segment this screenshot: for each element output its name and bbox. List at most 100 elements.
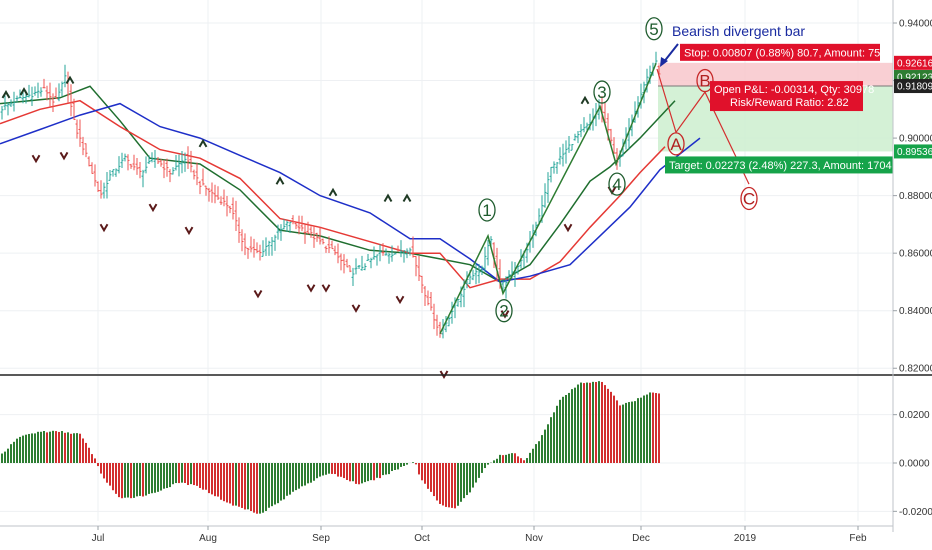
price-bar xyxy=(357,265,361,269)
price-bar xyxy=(9,99,13,107)
price-bar xyxy=(276,224,280,240)
price-bar xyxy=(300,215,304,232)
price-bar xyxy=(144,156,148,174)
price-bar xyxy=(282,219,286,230)
price-bar xyxy=(324,245,328,253)
price-bar xyxy=(396,245,400,252)
price-bar xyxy=(228,205,232,214)
price-bar xyxy=(318,227,322,245)
fractal-down-marker xyxy=(439,370,449,379)
price-bar xyxy=(225,195,229,217)
price-bar xyxy=(558,147,562,165)
wave-label-A: A xyxy=(670,135,682,154)
price-bar xyxy=(573,133,577,141)
price-bar xyxy=(36,82,40,99)
price-tick-label: 0.90000 xyxy=(899,134,932,145)
price-bar xyxy=(132,154,136,171)
wave-circle-1 xyxy=(478,198,496,222)
price-tag-label: 0.91809 xyxy=(897,82,932,93)
price-tag-label: 0.92616 xyxy=(897,58,932,69)
price-bar xyxy=(351,267,355,287)
price-bar xyxy=(285,220,289,233)
price-bar xyxy=(162,159,166,179)
price-bar xyxy=(27,84,31,98)
price-bar xyxy=(423,286,427,306)
price-bar xyxy=(381,243,385,256)
price-bar xyxy=(201,168,205,186)
price-bar xyxy=(279,224,283,241)
price-bar xyxy=(342,254,346,274)
open-pl-box xyxy=(710,81,863,112)
price-bar xyxy=(366,253,370,261)
price-bar xyxy=(117,156,121,174)
corrective-projection-line xyxy=(656,68,750,185)
price-bar xyxy=(561,143,565,167)
price-bar xyxy=(252,238,256,258)
price-bar xyxy=(297,215,301,235)
wave-circle-C xyxy=(740,186,758,211)
price-bar xyxy=(138,161,142,179)
moving-average-line-3 xyxy=(0,102,701,283)
price-bar xyxy=(585,122,589,131)
fractal-down-marker xyxy=(184,226,194,236)
fractal-up-marker xyxy=(580,95,590,105)
price-bar xyxy=(12,91,16,112)
price-bar xyxy=(57,83,61,102)
price-bar xyxy=(483,246,487,273)
price-bar xyxy=(75,119,79,139)
price-bar xyxy=(174,154,178,171)
price-bar xyxy=(480,265,484,275)
price-bar xyxy=(501,278,505,291)
price-bar xyxy=(54,87,58,99)
fractal-down-marker xyxy=(321,284,331,293)
price-bar xyxy=(186,146,190,170)
price-bar xyxy=(108,169,112,181)
price-tick-label: 0.94000 xyxy=(899,19,932,30)
price-bar xyxy=(345,258,349,268)
price-bar xyxy=(126,154,130,171)
fractal-down-marker xyxy=(59,151,69,161)
price-bar xyxy=(273,234,277,251)
wave-label-2: 2 xyxy=(499,302,508,321)
moving-average-line-2 xyxy=(0,99,666,289)
price-bar xyxy=(333,245,337,256)
price-bar xyxy=(582,117,586,133)
time-tick-label: 2019 xyxy=(734,533,757,544)
price-bar xyxy=(147,155,151,165)
price-bar xyxy=(177,154,181,177)
price-bar xyxy=(570,143,574,151)
price-bar xyxy=(258,244,262,261)
price-bar xyxy=(306,221,310,235)
price-bar xyxy=(195,162,199,186)
price-bar xyxy=(90,162,94,174)
price-tick-label: 0.88000 xyxy=(899,191,932,202)
fractal-up-marker xyxy=(383,193,393,203)
price-tag-label: 0.92123 xyxy=(897,73,932,84)
wave-label-B: B xyxy=(699,72,710,91)
price-bar xyxy=(291,215,295,225)
price-bar xyxy=(402,250,406,263)
time-tick-label: Feb xyxy=(849,533,867,544)
target-box xyxy=(665,156,893,174)
price-bar xyxy=(210,182,214,203)
price-bar xyxy=(51,93,55,113)
price-bar xyxy=(150,152,154,163)
price-bar xyxy=(369,257,373,269)
price-bar xyxy=(378,244,382,262)
price-bar xyxy=(120,152,124,168)
risk-reward-text: Risk/Reward Ratio: 2.82 xyxy=(730,97,849,109)
wave-label-1: 1 xyxy=(482,201,491,220)
price-bar xyxy=(507,270,511,281)
fractal-down-marker xyxy=(31,154,41,164)
price-bar xyxy=(15,95,19,103)
price-bar xyxy=(309,226,313,238)
price-tag-box xyxy=(894,79,932,94)
price-bar xyxy=(267,240,271,256)
price-bar xyxy=(69,84,73,117)
price-bar xyxy=(450,301,454,324)
price-bar xyxy=(135,157,139,175)
stop-box xyxy=(680,43,880,61)
fractal-up-marker xyxy=(1,89,11,99)
